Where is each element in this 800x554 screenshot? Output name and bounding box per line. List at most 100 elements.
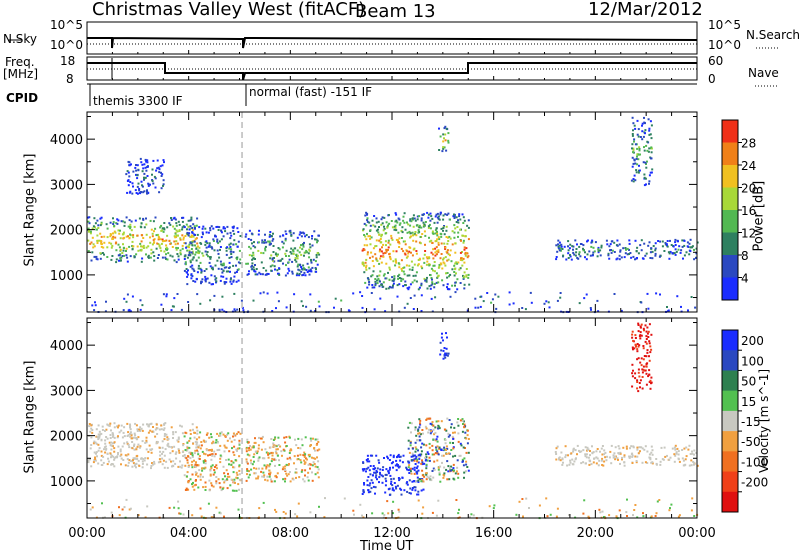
power-panel-cell — [96, 239, 99, 242]
power-panel-cell — [373, 286, 376, 289]
velocity-panel-cell — [195, 438, 198, 441]
power-panel-cell — [128, 161, 131, 164]
power-panel-cell — [449, 254, 451, 257]
velocity-panel-cell — [110, 448, 113, 451]
velocity-panel-cell — [196, 429, 199, 432]
power-panel-cell — [228, 256, 231, 259]
power-panel-cell — [110, 242, 113, 245]
power-panel-cell — [126, 191, 129, 194]
velocity-panel-cell — [602, 464, 605, 467]
nsky-tick-bottom: 10^0 — [50, 38, 83, 52]
velocity-panel-cell — [690, 459, 693, 462]
power-panel-cell — [299, 264, 302, 267]
power-panel-cell — [446, 259, 449, 262]
velocity-panel-cell — [443, 472, 446, 475]
power-panel-cell — [138, 189, 141, 192]
velocity-panel-cell — [638, 446, 641, 449]
velocity-panel-cell — [411, 452, 414, 455]
velocity-panel-cell — [222, 465, 225, 468]
velocity-panel-cell — [197, 475, 200, 478]
velocity-panel-cell — [95, 442, 98, 445]
power-panel-cell — [432, 248, 435, 251]
velocity-panel-cell — [453, 431, 456, 434]
power-panel-cell — [145, 253, 147, 256]
velocity-panel-cell — [445, 445, 448, 448]
power-panel-cell — [417, 259, 420, 261]
power-panel-cell — [285, 255, 287, 257]
power-panel-cell — [548, 306, 551, 309]
velocity-panel-cell — [119, 455, 122, 458]
power-panel-cell — [212, 238, 215, 241]
velocity-panel-cell — [219, 444, 222, 447]
power-panel-cell — [115, 249, 118, 252]
power-panel-cell — [228, 267, 231, 269]
velocity-panel-cell — [314, 457, 317, 460]
velocity-panel-cell — [93, 440, 96, 443]
velocity-panel-cell — [288, 456, 291, 459]
velocity-panel-cell — [397, 477, 400, 479]
power-panel-cell — [226, 232, 229, 235]
power-panel-cell — [374, 284, 377, 287]
power-panel-cell — [125, 300, 128, 303]
power-panel-cell — [447, 258, 450, 261]
velocity-panel-cell — [133, 464, 136, 467]
velocity-panel-cell — [379, 471, 381, 474]
power-panel-cell — [223, 282, 226, 285]
power-panel-cell — [607, 252, 610, 255]
power-panel-cell — [161, 164, 164, 167]
velocity-panel-cell — [266, 464, 269, 467]
power-panel-cell — [281, 240, 284, 243]
power-panel-cell — [170, 219, 173, 221]
velocity-panel-cell — [111, 432, 114, 435]
velocity-panel-cell — [641, 376, 644, 378]
velocity-panel-cell — [647, 330, 650, 333]
velocity-panel-cell — [643, 448, 646, 451]
power-panel-cell — [230, 277, 232, 280]
power-panel-cell — [138, 187, 141, 190]
power-panel-cell — [457, 231, 460, 234]
velocity-panel-cell — [429, 475, 432, 478]
power-panel-cell — [649, 133, 652, 136]
velocity-panel-cell — [693, 462, 696, 465]
velocity-panel-cell — [654, 515, 657, 517]
velocity-panel-cell — [146, 457, 149, 460]
power-panel-cell — [655, 292, 658, 295]
velocity-panel-cell — [635, 461, 638, 464]
velocity-panel-cell — [136, 445, 139, 448]
power-panel-cell — [218, 226, 221, 229]
power-panel-cell — [440, 227, 443, 230]
velocity-panel-cell — [229, 437, 231, 440]
power-panel-cell — [420, 284, 423, 287]
velocity-colorbar-tick-label: 100 — [741, 354, 764, 368]
power-panel-cell — [134, 189, 137, 192]
power-panel-cell — [402, 219, 405, 222]
velocity-panel-cell — [418, 453, 421, 456]
velocity-panel-cell — [139, 426, 142, 429]
power-panel-cell — [616, 239, 619, 242]
velocity-panel-cell — [352, 509, 355, 512]
power-panel-cell — [214, 264, 217, 267]
power-panel-cell — [245, 233, 248, 236]
power-panel-cell — [195, 278, 198, 281]
velocity-panel-cell — [173, 445, 176, 448]
power-panel-cell — [242, 309, 245, 312]
power-panel-cell — [109, 235, 112, 238]
velocity-panel-cell — [87, 461, 90, 464]
power-panel-cell — [301, 248, 304, 251]
power-panel-cell — [398, 246, 401, 248]
power-panel-cell — [310, 259, 313, 262]
power-panel-cell — [290, 252, 293, 255]
velocity-panel-cell — [223, 472, 226, 475]
power-panel-cell — [266, 292, 269, 295]
velocity-panel-cell — [122, 459, 125, 461]
power-panel-cell — [387, 214, 390, 216]
power-panel-cell — [557, 246, 560, 249]
power-panel-cell — [402, 285, 405, 288]
velocity-panel-cell — [175, 457, 178, 460]
power-panel-cell — [312, 258, 315, 261]
power-panel-cell — [250, 232, 253, 235]
velocity-panel-cell — [684, 463, 687, 466]
velocity-panel-cell — [406, 483, 409, 486]
power-panel-cell — [245, 262, 248, 265]
velocity-panel-cell — [437, 468, 440, 471]
